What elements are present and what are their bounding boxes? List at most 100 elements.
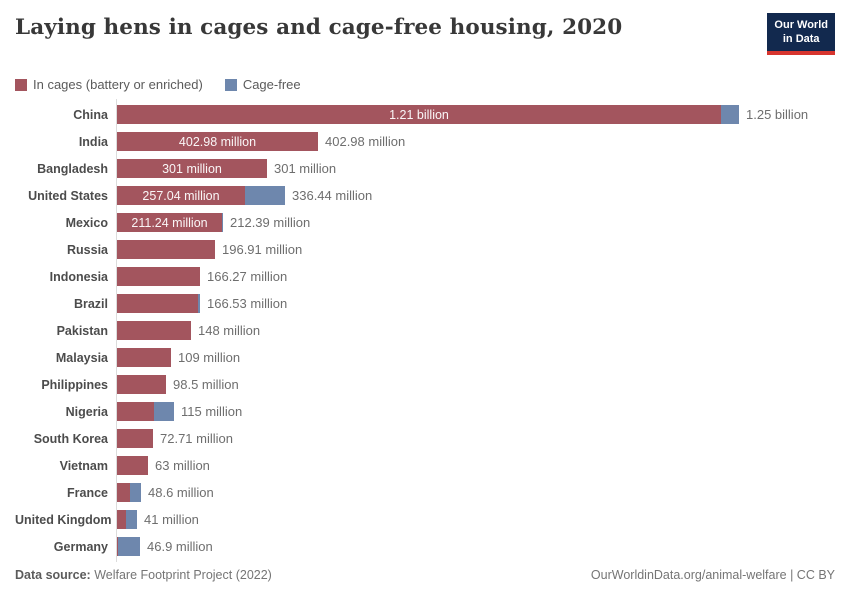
country-label: Russia <box>67 242 108 257</box>
stacked-bar <box>117 267 200 286</box>
total-value-label: 336.44 million <box>292 188 373 203</box>
cage-free-bar-segment[interactable] <box>245 186 285 205</box>
bar-row: United Kingdom 41 million <box>15 506 835 533</box>
cage-free-bar-segment[interactable] <box>721 105 739 124</box>
stacked-bar: 211.24 million <box>117 213 223 232</box>
total-value-label: 166.53 million <box>207 296 288 311</box>
country-label: Pakistan <box>56 323 108 338</box>
cages-bar-segment[interactable] <box>117 510 126 529</box>
total-value-label: 166.27 million <box>207 269 288 284</box>
country-label: Bangladesh <box>37 161 108 176</box>
country-label: Vietnam <box>59 458 108 473</box>
chart-header: Laying hens in cages and cage-free housi… <box>15 0 835 55</box>
in-bar-value-label: 301 million <box>162 161 222 176</box>
stacked-bar <box>117 240 215 259</box>
in-bar-value-label: 1.21 billion <box>389 107 449 122</box>
legend-label-cagefree: Cage-free <box>242 77 301 92</box>
total-value-label: 301 million <box>274 161 337 176</box>
stacked-bar <box>117 510 137 529</box>
stacked-bar <box>117 483 141 502</box>
country-label: Nigeria <box>65 404 108 419</box>
total-value-label: 148 million <box>198 323 261 338</box>
stacked-bar <box>117 348 171 367</box>
country-label: South Korea <box>33 431 108 446</box>
cages-bar-segment[interactable]: 257.04 million <box>117 186 245 205</box>
country-label: China <box>73 107 108 122</box>
cages-bar-segment[interactable] <box>117 429 153 448</box>
bar-row: Germany 46.9 million <box>15 533 835 560</box>
bar-row: Bangladesh 301 million 301 million <box>15 155 835 182</box>
country-label: Brazil <box>73 296 108 311</box>
country-label: United States <box>28 188 108 203</box>
stacked-bar: 301 million <box>117 159 267 178</box>
country-label: United Kingdom <box>15 512 112 527</box>
cage-free-bar-segment[interactable] <box>222 213 223 232</box>
total-value-label: 72.71 million <box>160 431 233 446</box>
legend: In cages (battery or enriched) Cage-free <box>15 77 835 92</box>
total-value-label: 46.9 million <box>147 539 213 554</box>
total-value-label: 402.98 million <box>325 134 406 149</box>
cages-bar-segment[interactable]: 1.21 billion <box>117 105 721 124</box>
bar-row: United States 257.04 million 336.44 millio… <box>15 182 835 209</box>
in-bar-value-label: 257.04 million <box>142 188 220 203</box>
cages-bar-segment[interactable] <box>117 537 118 556</box>
cages-bar-segment[interactable] <box>117 456 148 475</box>
bar-row: Brazil 166.53 million <box>15 290 835 317</box>
stacked-bar <box>117 537 140 556</box>
in-bar-value-label: 402.98 million <box>178 134 257 149</box>
cages-bar-segment[interactable] <box>117 375 166 394</box>
stacked-bar <box>117 456 148 475</box>
cage-free-swatch-icon <box>224 78 237 91</box>
legend-label-cages: In cages (battery or enriched) <box>33 77 203 92</box>
cages-bar-segment[interactable]: 211.24 million <box>117 213 222 232</box>
bar-row: Vietnam 63 million <box>15 452 835 479</box>
legend-item-cagefree: Cage-free <box>224 77 301 92</box>
cages-bar-segment[interactable] <box>117 321 191 340</box>
bar-row: South Korea 72.71 million <box>15 425 835 452</box>
country-label: Philippines <box>41 377 108 392</box>
owid-logo-line2: in Data <box>782 32 820 45</box>
owid-credit-link[interactable]: OurWorldinData.org/animal-welfare | CC B… <box>590 568 835 582</box>
legend-item-cages: In cages (battery or enriched) <box>15 77 203 92</box>
y-axis-line <box>116 99 117 562</box>
cages-bar-segment[interactable] <box>117 348 171 367</box>
owid-logo-line1: Our World <box>774 19 828 31</box>
bar-row: China 1.21 billion 1.25 billion <box>15 101 835 128</box>
cages-bar-segment[interactable] <box>117 294 198 313</box>
total-value-label: 109 million <box>178 350 241 365</box>
cages-swatch-icon <box>15 78 27 91</box>
data-source-note: Data source: Welfare Footprint Project (… <box>15 568 272 582</box>
total-value-label: 212.39 million <box>230 215 311 230</box>
bar-row: Russia 196.91 million <box>15 236 835 263</box>
cages-bar-segment[interactable] <box>117 402 154 421</box>
country-label: Indonesia <box>49 269 108 284</box>
bar-row: India 402.98 million 402.98 million <box>15 128 835 155</box>
total-value-label: 196.91 million <box>222 242 303 257</box>
total-value-label: 115 million <box>181 404 243 419</box>
bar-row: Nigeria 115 million <box>15 398 835 425</box>
country-label: India <box>78 134 108 149</box>
country-label: Germany <box>53 539 108 554</box>
bar-row: Mexico 211.24 million 212.39 million <box>15 209 835 236</box>
country-label: France <box>67 485 108 500</box>
cages-bar-segment[interactable]: 301 million <box>117 159 267 178</box>
bar-chart-plot: China 1.21 billion 1.25 billion India 402.98… <box>15 99 835 562</box>
cages-bar-segment[interactable]: 402.98 million <box>117 132 318 151</box>
bar-row: Philippines 98.5 million <box>15 371 835 398</box>
owid-logo: Our World in Data <box>767 13 835 55</box>
cage-free-bar-segment[interactable] <box>198 294 200 313</box>
cage-free-bar-segment[interactable] <box>154 402 174 421</box>
cage-free-bar-segment[interactable] <box>118 537 140 556</box>
cage-free-bar-segment[interactable] <box>126 510 137 529</box>
total-value-label: 41 million <box>144 512 199 527</box>
cage-free-bar-segment[interactable] <box>130 483 141 502</box>
cages-bar-segment[interactable] <box>117 483 130 502</box>
total-value-label: 63 million <box>155 458 210 473</box>
stacked-bar <box>117 429 153 448</box>
bar-row: Malaysia 109 million <box>15 344 835 371</box>
cages-bar-segment[interactable] <box>117 267 200 286</box>
chart-title: Laying hens in cages and cage-free housi… <box>15 15 623 40</box>
cages-bar-segment[interactable] <box>117 240 215 259</box>
stacked-bar <box>117 294 200 313</box>
country-label: Malaysia <box>55 350 108 365</box>
